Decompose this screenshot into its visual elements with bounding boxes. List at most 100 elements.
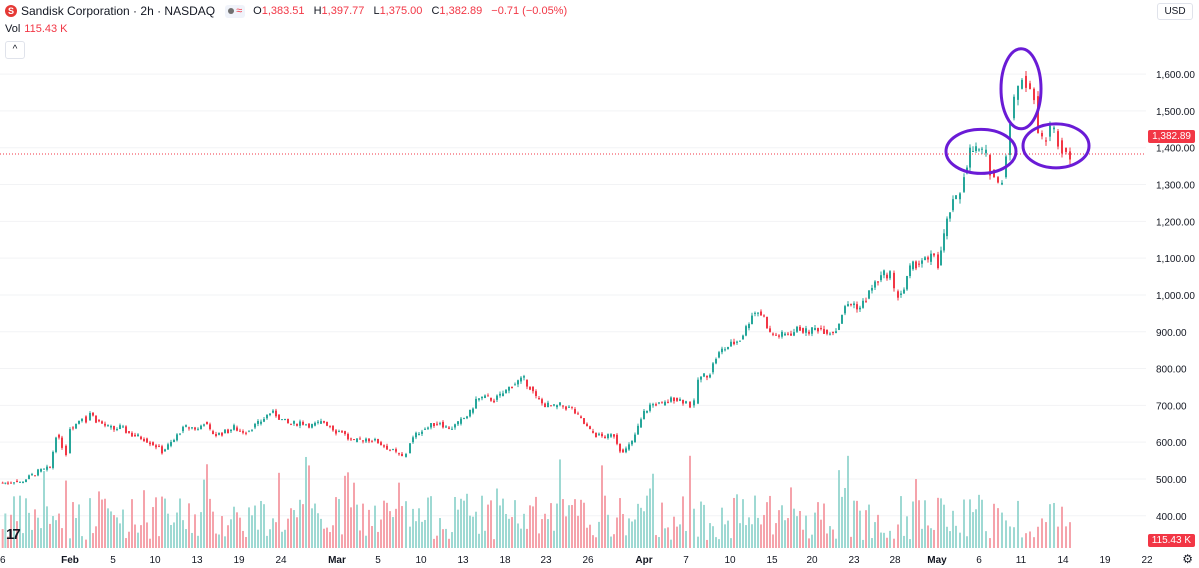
volume-bar xyxy=(323,528,325,548)
annotation-ellipse xyxy=(944,127,1018,175)
candle-body xyxy=(975,146,977,151)
x-tick-label: 26 xyxy=(0,555,6,566)
candle-body xyxy=(4,482,7,484)
volume-bar xyxy=(179,498,181,548)
volume-bar xyxy=(993,503,995,548)
volume-bar xyxy=(897,524,899,548)
candle-body xyxy=(104,423,106,426)
candle-body xyxy=(92,412,94,416)
volume-bar xyxy=(547,519,549,548)
volume-bar xyxy=(320,518,322,548)
candle-body xyxy=(290,423,292,425)
volume-bar xyxy=(194,514,196,548)
candle-body xyxy=(107,425,109,427)
volume-bar xyxy=(95,526,97,548)
volume-bar xyxy=(893,538,895,548)
symbol-title[interactable]: Sandisk Corporation · 2h · NASDAQ xyxy=(21,4,216,18)
candle-body xyxy=(993,169,995,178)
volume-bar xyxy=(679,524,681,548)
candle-body xyxy=(757,312,759,314)
volume-bar xyxy=(1061,506,1063,548)
volume-bar xyxy=(7,536,9,548)
x-tick-label: Apr xyxy=(635,555,652,566)
volume-bar xyxy=(829,526,831,548)
volume-bar xyxy=(125,538,127,548)
candle-body xyxy=(933,253,935,256)
volume-bar xyxy=(963,499,965,548)
candle-body xyxy=(75,423,77,429)
candle-body xyxy=(918,263,920,265)
candle-body xyxy=(862,300,864,308)
volume-bar xyxy=(933,529,935,548)
candle-body xyxy=(335,430,337,434)
currency-selector[interactable]: USD xyxy=(1157,3,1193,20)
candle-body xyxy=(634,434,636,443)
volume-bar xyxy=(499,505,501,548)
volume-bar xyxy=(221,516,223,548)
volume-bars xyxy=(1,455,1071,548)
candle-body xyxy=(754,312,756,314)
candle-body xyxy=(583,418,585,424)
y-tick-label: 1,300.00 xyxy=(1156,181,1195,192)
candle-body xyxy=(412,437,414,443)
volume-bar xyxy=(924,500,926,548)
candle-body xyxy=(236,427,238,431)
volume-bar xyxy=(823,503,825,548)
volume-bar xyxy=(817,502,819,548)
candle-body xyxy=(424,428,426,430)
x-tick-label: 18 xyxy=(499,555,511,566)
candle-body xyxy=(969,147,971,168)
candle-body xyxy=(230,429,232,432)
high-label: H xyxy=(313,5,322,17)
candle-body xyxy=(829,333,831,335)
volume-bar xyxy=(754,495,756,548)
volume-bar xyxy=(748,517,750,548)
tradingview-logo-icon[interactable]: 17 xyxy=(6,526,21,543)
volume-bar xyxy=(1029,531,1031,548)
volume-bar xyxy=(46,506,48,548)
candle-body xyxy=(610,434,612,437)
volume-bar xyxy=(921,528,923,548)
candle-body xyxy=(1065,147,1067,152)
candle-body xyxy=(1025,75,1027,88)
candle-body xyxy=(28,475,30,479)
candle-body xyxy=(547,402,549,408)
volume-bar xyxy=(34,509,36,548)
candle-body xyxy=(487,395,489,397)
candle-body xyxy=(405,454,407,457)
volume-bar xyxy=(580,499,582,548)
volume-bar xyxy=(736,494,738,548)
volume-bar xyxy=(392,517,394,548)
volume-bar xyxy=(751,524,753,548)
candle-body xyxy=(906,276,908,290)
volume-bar xyxy=(122,509,124,548)
volume-bar xyxy=(607,514,609,548)
volume-bar xyxy=(311,508,313,548)
y-tick-label: 700.00 xyxy=(1156,401,1187,412)
volume-bar xyxy=(685,530,687,548)
candle-body xyxy=(781,331,783,337)
candle-body xyxy=(652,404,654,406)
volume-bar xyxy=(61,528,63,548)
volume-bar xyxy=(107,508,109,548)
volume-bar xyxy=(445,528,447,548)
candle-body xyxy=(616,434,618,444)
candle-body xyxy=(433,423,435,427)
wave-icon: ≈ xyxy=(236,5,243,17)
x-tick-label: 10 xyxy=(724,555,736,566)
candle-body xyxy=(790,333,792,336)
volume-bar xyxy=(859,510,861,548)
candle-body xyxy=(924,257,926,260)
candle-body xyxy=(631,440,633,445)
status-pill[interactable]: ≈ xyxy=(225,4,246,18)
candle-body xyxy=(427,427,429,429)
candle-body xyxy=(221,432,223,436)
candle-body xyxy=(176,434,178,441)
candle-body xyxy=(766,317,768,329)
y-tick-label: 1,000.00 xyxy=(1156,291,1195,302)
volume-bar xyxy=(583,502,585,548)
collapse-legend-button[interactable]: ^ xyxy=(5,41,25,59)
volume-bar xyxy=(969,499,971,548)
settings-gear-icon[interactable]: ⚙ xyxy=(1182,552,1193,566)
